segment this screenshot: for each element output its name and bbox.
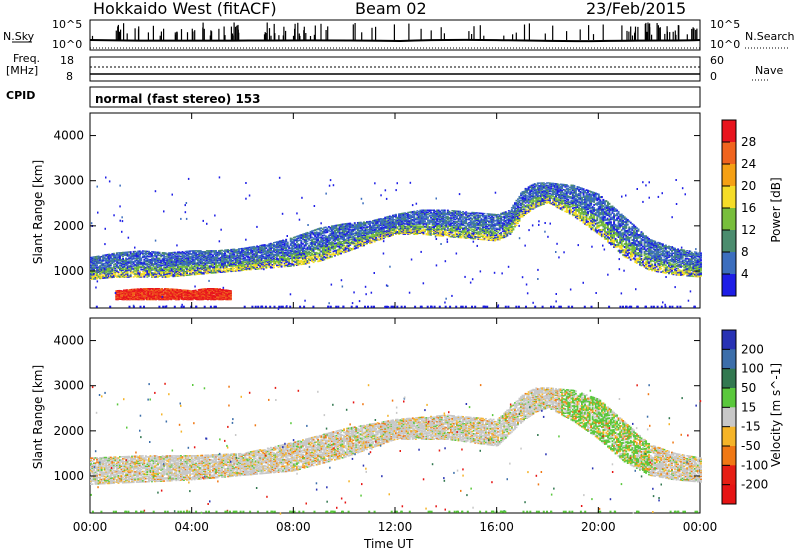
- range-gate-cell: [158, 257, 161, 260]
- freq-unit: [MHz]: [6, 64, 38, 77]
- range-gate-cell: [330, 255, 333, 258]
- date-label: 23/Feb/2015: [586, 0, 686, 18]
- radar-title: Hokkaido West (fitACF): [93, 0, 277, 18]
- nsearch-label: N.Search: [745, 30, 795, 43]
- noise-tick-top-left: 10^5: [52, 18, 82, 31]
- freq-tick-top: 18: [60, 54, 74, 67]
- range-gate-cell: [318, 248, 321, 251]
- range-gate-cell: [353, 222, 356, 224]
- noise-tick-bottom-left: 10^0: [52, 38, 82, 51]
- range-gate-cell: [300, 240, 303, 242]
- freq-tick-bottom: 8: [66, 70, 73, 83]
- freq-label: Freq.: [13, 52, 40, 65]
- noise-tick-bottom-right: 10^0: [710, 38, 740, 51]
- range-gate-cell: [306, 242, 309, 245]
- range-gate-cell: [395, 229, 397, 231]
- range-gate-cell: [285, 238, 288, 241]
- range-gate-cell: [138, 271, 141, 273]
- range-gate-cell: [306, 240, 309, 243]
- range-gate-cell: [308, 262, 311, 264]
- range-gate-cell: [215, 250, 217, 252]
- noise-tick-top-right: 10^5: [710, 18, 740, 31]
- range-gate-cell: [158, 251, 161, 254]
- freq-panel: [89, 56, 770, 82]
- range-gate-cell: [112, 252, 115, 255]
- range-gate-cell: [340, 252, 343, 255]
- range-gate-cell: [233, 253, 236, 256]
- range-gate-cell: [286, 241, 289, 244]
- nave-tick-top: 60: [710, 54, 724, 67]
- range-gate-cell: [302, 243, 304, 245]
- range-gate-cell: [424, 220, 426, 222]
- range-gate-cell: [382, 237, 385, 240]
- range-gate-cell: [323, 258, 326, 261]
- range-gate-cell: [369, 224, 372, 226]
- range-gate-cell: [129, 251, 132, 253]
- beam-label: Beam 02: [355, 0, 427, 18]
- range-gate-cell: [395, 213, 397, 216]
- range-gate-cell: [129, 274, 132, 276]
- nsky-label: N.Sky: [3, 30, 34, 43]
- range-gate-cell: [443, 209, 446, 211]
- cpid-panel: [89, 86, 701, 108]
- range-gate-cell: [326, 227, 329, 230]
- range-gate-cell: [219, 268, 222, 271]
- range-gate-cell: [318, 252, 321, 255]
- range-gate-cell: [312, 261, 315, 264]
- range-gate-cell: [366, 242, 368, 245]
- range-gate-cell: [117, 271, 120, 273]
- range-gate-cell: [288, 245, 291, 248]
- range-gate-cell: [273, 266, 275, 269]
- range-gate-cell: [315, 258, 318, 260]
- range-gate-cell: [115, 269, 118, 272]
- range-gate-cell: [96, 264, 99, 267]
- noise-panel: [12, 19, 790, 51]
- nsky-line: [89, 38, 701, 43]
